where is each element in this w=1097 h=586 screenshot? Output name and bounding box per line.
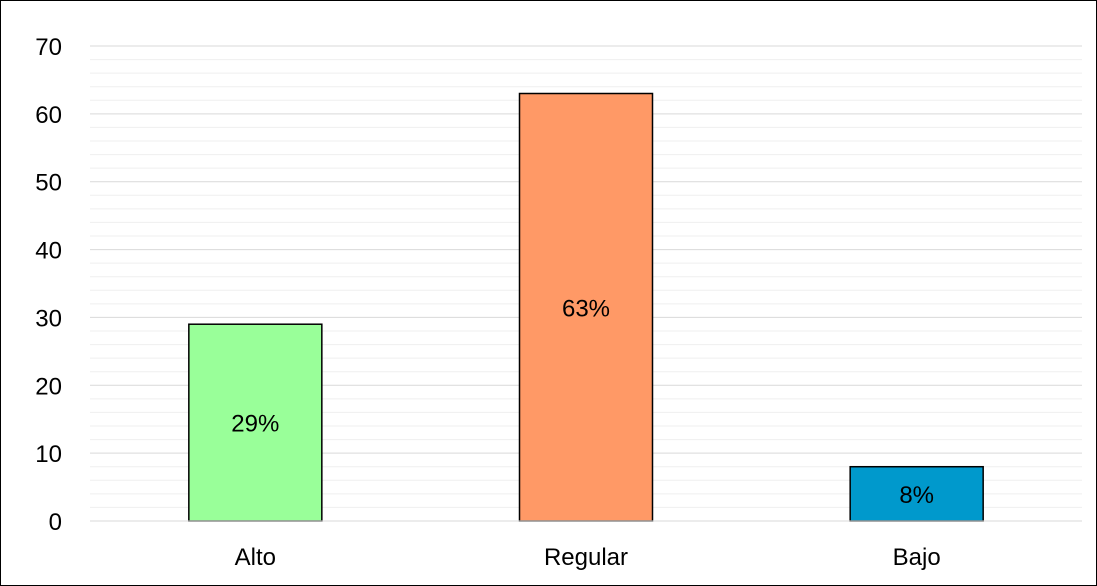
- x-axis-category-labels: Alto Regular Bajo: [235, 544, 941, 571]
- bars: [188, 92, 984, 522]
- bar-regular: [518, 92, 654, 522]
- data-label-bajo: 8%: [899, 482, 934, 509]
- y-axis-ticks: 0 10 20 30 40 50 60 70: [35, 34, 62, 536]
- y-tick-label: 50: [35, 170, 62, 197]
- data-labels: 29% 63% 8%: [231, 295, 934, 509]
- category-label-alto: Alto: [235, 544, 276, 571]
- category-label-bajo: Bajo: [893, 544, 941, 571]
- y-tick-label: 20: [35, 373, 62, 400]
- y-tick-label: 40: [35, 238, 62, 265]
- y-tick-label: 0: [49, 509, 62, 536]
- category-label-regular: Regular: [544, 544, 628, 571]
- bar-alto: [188, 323, 323, 522]
- data-label-regular: 63%: [562, 295, 610, 322]
- y-tick-label: 60: [35, 102, 62, 129]
- y-tick-label: 10: [35, 441, 62, 468]
- y-tick-label: 30: [35, 305, 62, 332]
- y-tick-label: 70: [35, 34, 62, 61]
- data-label-alto: 29%: [231, 411, 279, 438]
